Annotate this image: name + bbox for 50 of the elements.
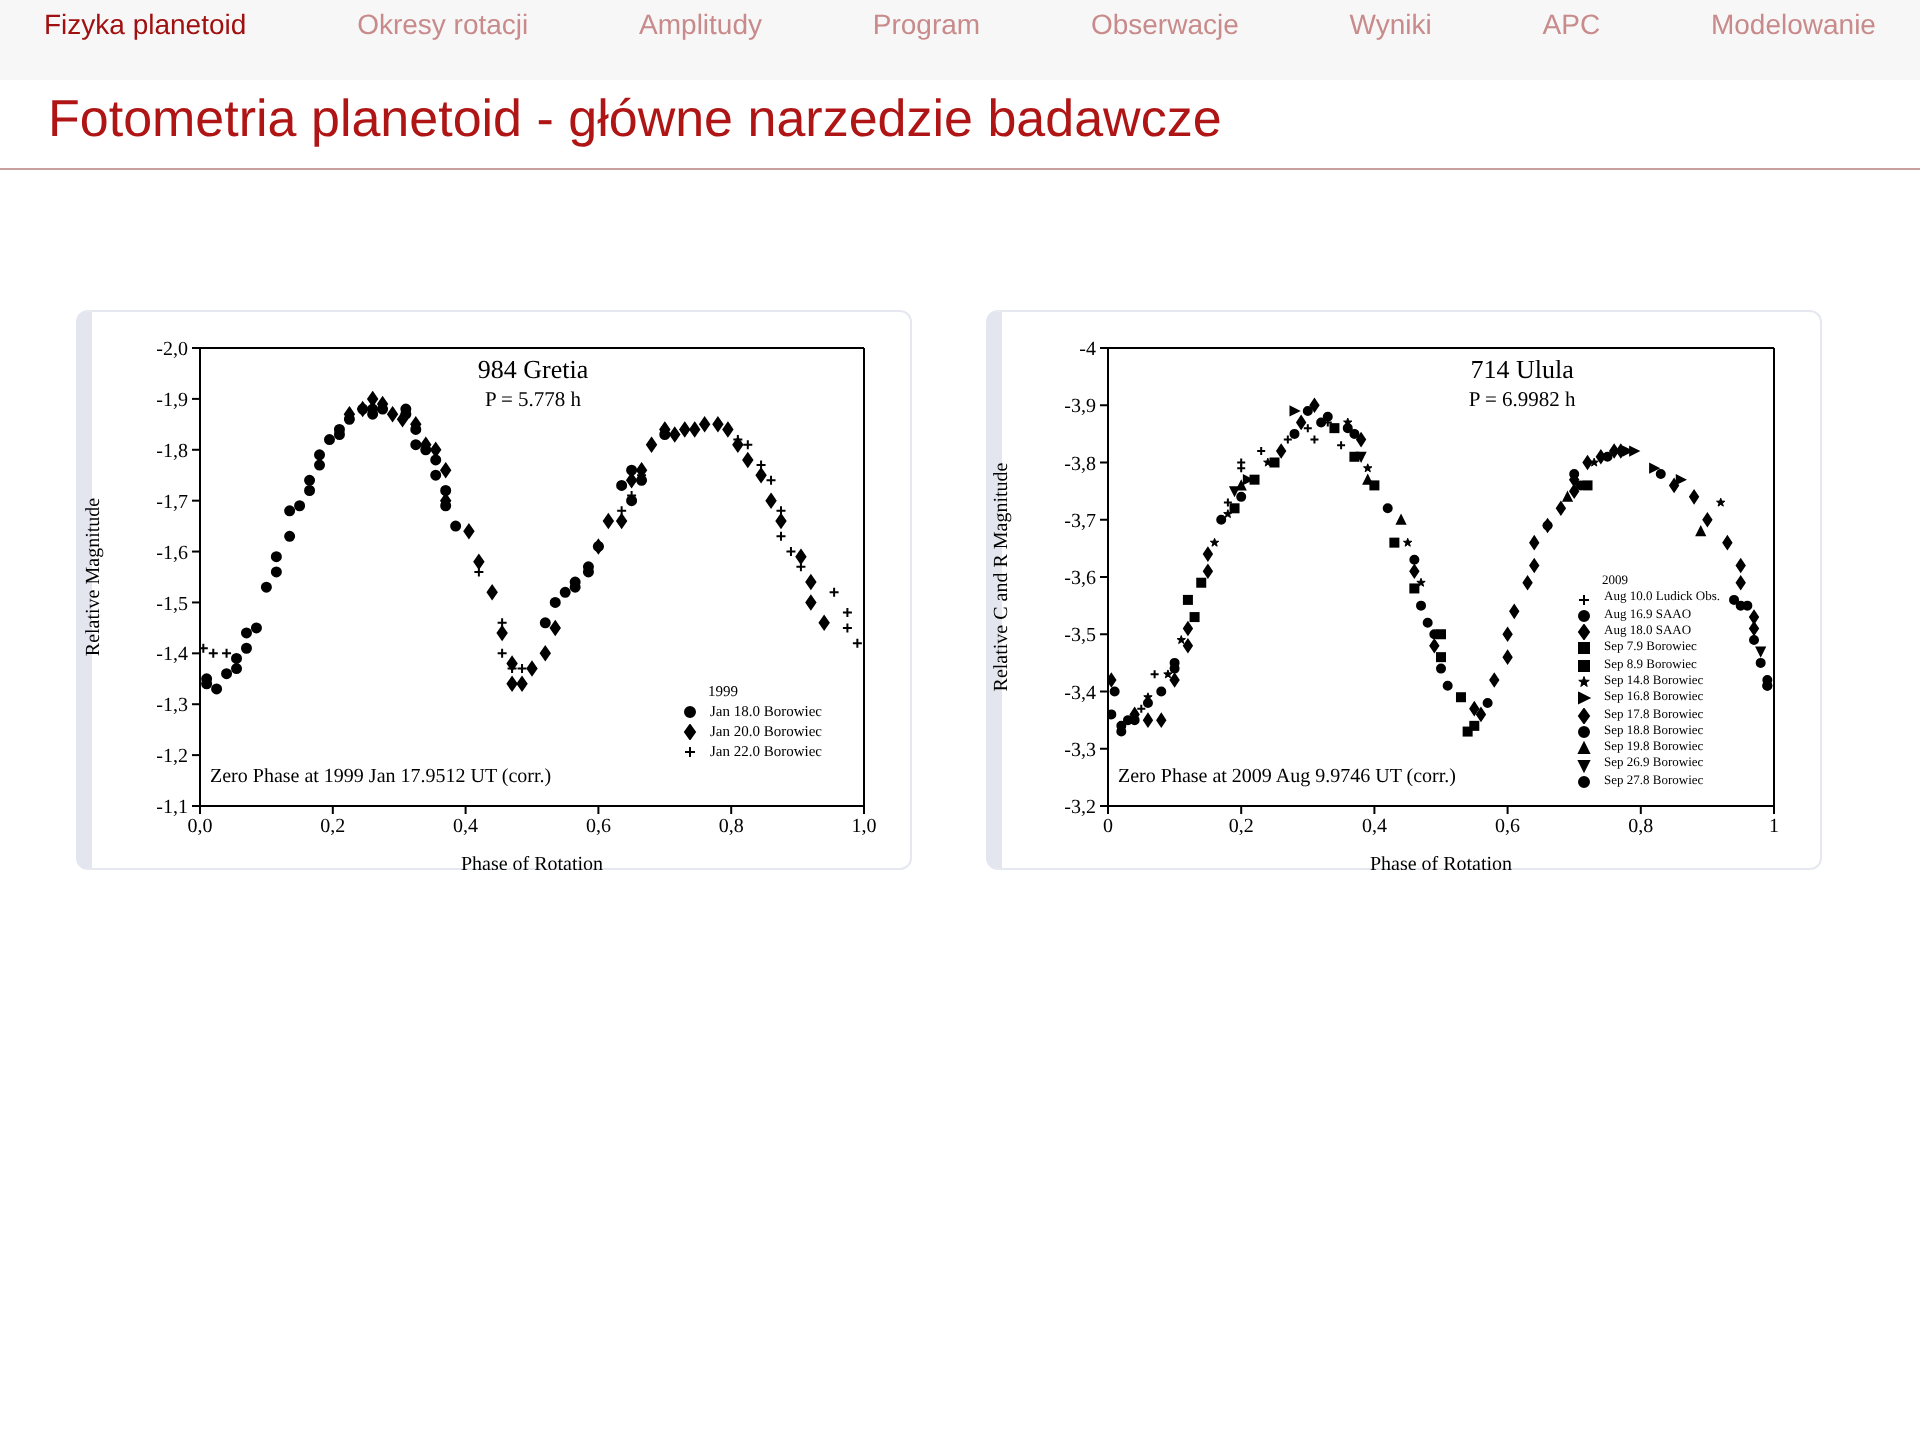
y-tick-label: -1,2 xyxy=(156,746,188,769)
y-tick-label: -3,7 xyxy=(1064,510,1096,533)
x-tick-label: 0,0 xyxy=(187,816,213,839)
x-tick-label: 1,0 xyxy=(851,816,877,839)
y-tick-label: -3,3 xyxy=(1064,739,1096,762)
x-axis-title: Phase of Rotation xyxy=(460,854,604,876)
y-tick-label: -3,5 xyxy=(1064,625,1096,648)
text: Program xyxy=(872,8,981,44)
text: Obserwacje xyxy=(1090,8,1239,44)
text: Wyniki xyxy=(1349,8,1432,44)
y-axis-title: Relative C and R Magnitude xyxy=(991,461,1014,692)
y-tick-label: -3,9 xyxy=(1064,396,1096,419)
x-tick-label: 0,2 xyxy=(1228,816,1254,839)
text: Amplitudy xyxy=(639,8,762,44)
y-axis-title: Relative Magnitude xyxy=(83,496,106,657)
y-tick-label: -1,7 xyxy=(156,491,188,514)
x-tick-label: 0,6 xyxy=(1495,816,1521,839)
y-tick-label: -1,4 xyxy=(156,644,188,667)
x-axis-title: Phase of Rotation xyxy=(1369,854,1513,876)
text: Okresy rotacji xyxy=(357,8,529,44)
x-tick-label: 0,8 xyxy=(1628,816,1654,839)
text: APC xyxy=(1542,8,1601,44)
x-tick-label: 0,2 xyxy=(320,816,346,839)
y-tick-label: -3,8 xyxy=(1064,453,1096,476)
y-tick-label: -3,2 xyxy=(1064,797,1096,820)
x-tick-label: 0,6 xyxy=(585,816,611,839)
y-tick-label: -3,6 xyxy=(1064,568,1096,591)
y-tick-label: -4 xyxy=(1079,339,1096,362)
x-tick-label: 0,4 xyxy=(453,816,479,839)
y-tick-label: -3,4 xyxy=(1064,682,1096,705)
y-tick-label: -1,1 xyxy=(156,797,188,820)
annotation: Zero Phase at 2009 Aug 9.9746 UT (corr.) xyxy=(1118,766,1456,788)
chart-title: 984 Gretia xyxy=(475,354,591,386)
x-tick-label: 1 xyxy=(1769,816,1779,839)
y-tick-label: -1,3 xyxy=(156,695,188,718)
x-tick-label: 0,8 xyxy=(718,816,744,839)
x-tick-label: 0 xyxy=(1103,816,1113,839)
text: P = 6.9982 h xyxy=(1466,390,1578,412)
y-tick-label: -2,0 xyxy=(156,339,188,362)
text: Modelowanie xyxy=(1710,8,1876,44)
text: P = 5.778 h xyxy=(482,390,584,412)
text: Fotometria planetoid - główne narzedzie badawcze xyxy=(48,88,1222,150)
y-tick-label: -1,6 xyxy=(156,542,188,565)
y-tick-label: -1,5 xyxy=(156,593,188,616)
chart-title: 714 Ulula xyxy=(1468,354,1576,386)
annotation: Zero Phase at 1999 Jan 17.9512 UT (corr.) xyxy=(210,766,552,788)
text: Fizyka planetoid xyxy=(44,8,247,44)
y-tick-label: -1,8 xyxy=(156,440,188,463)
x-tick-label: 0,4 xyxy=(1361,816,1387,839)
y-tick-label: -1,9 xyxy=(156,389,188,412)
